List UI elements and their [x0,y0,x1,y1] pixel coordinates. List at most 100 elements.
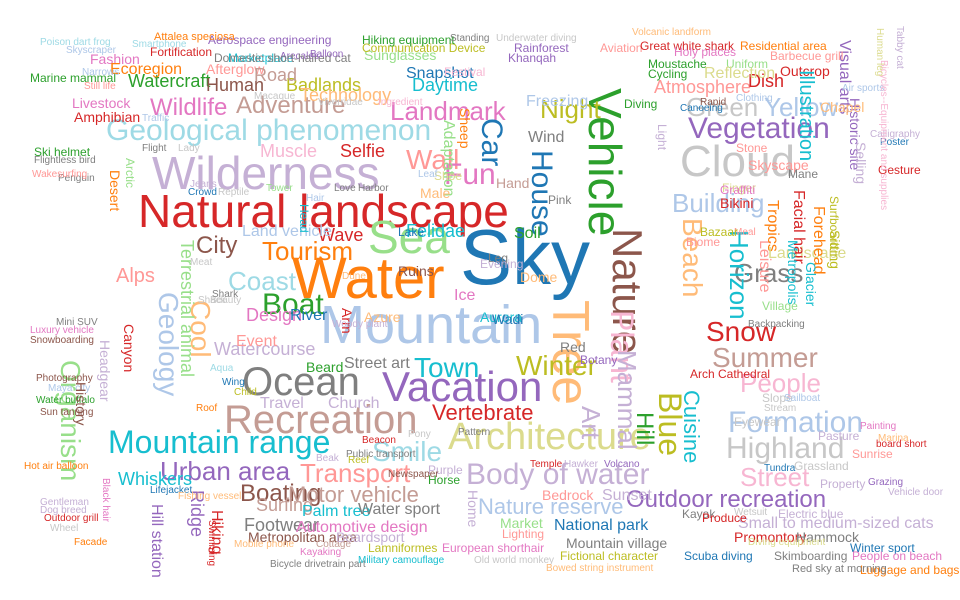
word-aurora: Aurora [480,309,523,325]
word-technology: Technology [300,85,392,105]
word-great-white-shark: Great white shark [640,39,735,53]
word-snowboarding: Snowboarding [30,335,94,346]
word-urban-area: Urban area [160,456,291,486]
word-travel: Travel [260,395,304,412]
word-domestic-short-haired-cat: Domestic short-haired cat [214,51,351,65]
word-freezing: Freezing [526,93,589,110]
word-city: City [196,232,238,259]
word-graffiti: Graffiti [720,183,756,197]
word-street-art: Street art [344,355,410,372]
word-male: Male [420,185,451,201]
word-arctic: Arctic [123,158,137,188]
word-khanqah: Khanqah [508,51,557,65]
word-volcanic-landform: Volcanic landform [632,27,711,38]
word-maya-city: Maya city [48,383,91,394]
word-landmark: Landmark [390,96,506,126]
word-traffic: Traffic [142,113,170,124]
word-wakesurfing: Wakesurfing [32,169,88,180]
word-highland: Highland [726,432,845,465]
word-diving: Diving [624,97,658,111]
word-wheel: Wheel [50,523,79,534]
word-reef: Reef [348,455,370,466]
word-leaf: Leaf [418,169,438,180]
word-poison-dart-frog: Poison dart frog [40,37,111,48]
word-flight: Flight [142,143,167,154]
word-vehicle-door: Vehicle door [888,487,944,498]
word-painting: Painting [860,421,897,432]
word-vegetation: Vegetation [688,112,830,145]
word-night: Night [540,94,601,124]
word-sitting: Sitting [827,230,843,269]
word-wetsuit: Wetsuit [734,507,768,518]
word-red-sky-at-morning: Red sky at morning [792,563,887,575]
word-board-short: board short [876,439,927,450]
word-bedrock: Bedrock [542,487,594,503]
word-skyscape: Skyscape [748,157,809,173]
word-headgear: Headgear [97,340,113,402]
word-summer: Summer [712,342,818,373]
word-wall: Wall [406,144,460,175]
word-bicycles-equipment-and-supplies: Bicycles--Equipment and supplies [878,60,889,211]
word-diving-equipment: Diving equipment [748,537,826,548]
word-market: Market [500,515,543,531]
word-national-park: National park [554,517,649,534]
word-poster: Poster [880,137,909,148]
word-grassland: Grassland [794,459,849,473]
word-aviation: Aviation [600,41,643,55]
word-felidae: Felidae [406,221,466,241]
word-clothing: Clothing [736,93,773,104]
word-footwear: Footwear [244,515,320,535]
word-festival: Festival [444,65,486,79]
word-standing: Standing [450,33,490,44]
word-swimming: Swimming [206,520,217,567]
word-daytime: Daytime [412,75,479,95]
word-jeans: Jeans [190,179,217,190]
word-cycling: Cycling [648,67,688,81]
word-arecales: Arecales [280,51,319,62]
word-glacier: Glacier [803,262,819,307]
word-horizon: Horizon [724,230,754,320]
word-event: Event [236,333,277,350]
word-green: Green [686,92,759,122]
word-hammock: Hammock [796,529,860,545]
word-stone: Stone [736,141,768,155]
word-reflection: Reflection [704,65,776,82]
word-purple: Purple [428,463,463,477]
word-boating: Boating [240,480,322,507]
word-livestock: Livestock [72,95,131,111]
word-outdoor-grill: Outdoor grill [44,513,99,524]
word-rapid: Rapid [700,97,727,108]
word-european-shorthair: European shorthair [442,541,545,555]
word-gentleman: Gentleman [40,497,89,508]
word-lamniformes: Lamniformes [368,541,438,555]
word-sky: Sky [460,213,591,301]
word-facade: Facade [74,537,108,548]
word-air-sports: Air sports [842,83,885,94]
word-hand: Hand [496,175,530,191]
word-watercraft: Watercraft [128,71,211,91]
word-mane: Mane [788,167,819,181]
word-ocean: Ocean [242,360,360,404]
word-flightless-bird: Flightless bird [34,155,96,166]
word-skyscraper: Skyscraper [66,45,117,56]
word-home: Home [465,490,481,528]
word-pony: Pony [408,429,431,440]
word-lake: Lake [398,225,425,239]
word-viverridae: Viverridae [318,97,363,108]
word-meat: Meat [190,257,213,268]
word-grazing: Grazing [868,477,904,488]
word-beard: Beard [306,359,344,375]
word-attalea-speciosa: Attalea speciosa [154,31,235,43]
word-dish: Dish [748,71,785,91]
word-backpacking: Backpacking [748,319,805,330]
word-sea: Sea [368,211,450,263]
word-eyewear: Eyewear [734,415,781,429]
word-red: Red [560,339,586,355]
word-child: Child [234,387,257,398]
word-wind: Wind [528,129,565,146]
word-formation: Formation [728,406,864,439]
word-sailboat: Sailboat [784,393,821,404]
word-street: Street [740,462,810,492]
word-biome: Biome [686,235,721,249]
word-atmosphere: Atmosphere [654,77,752,97]
